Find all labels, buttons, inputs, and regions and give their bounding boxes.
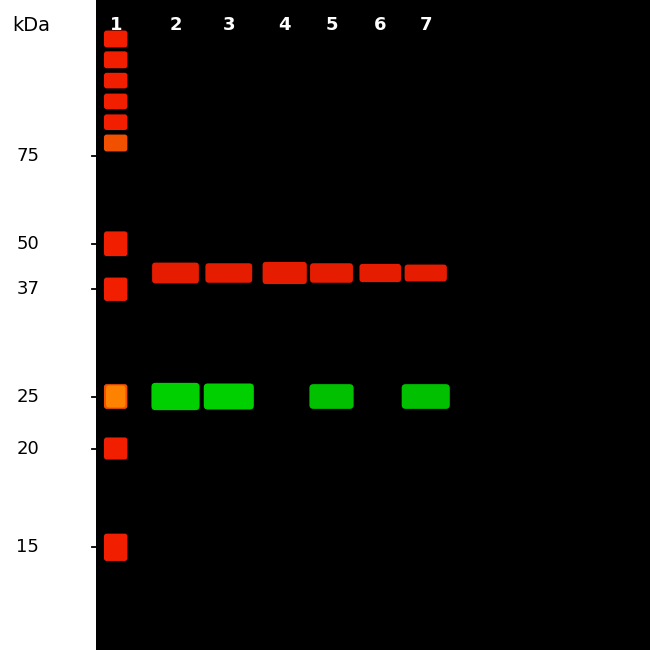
Bar: [0, 0, 96, 650]
Text: 75: 75: [16, 147, 39, 165]
FancyBboxPatch shape: [104, 73, 127, 88]
FancyBboxPatch shape: [309, 384, 354, 409]
FancyBboxPatch shape: [104, 278, 127, 301]
FancyBboxPatch shape: [404, 265, 447, 281]
FancyBboxPatch shape: [104, 231, 127, 256]
Text: 20: 20: [16, 439, 39, 458]
FancyBboxPatch shape: [402, 384, 450, 409]
FancyBboxPatch shape: [104, 114, 127, 130]
FancyBboxPatch shape: [205, 263, 252, 283]
FancyBboxPatch shape: [104, 31, 127, 47]
FancyBboxPatch shape: [359, 264, 401, 282]
Text: 5: 5: [325, 16, 338, 34]
FancyBboxPatch shape: [104, 534, 127, 561]
Text: 6: 6: [374, 16, 387, 34]
Text: 1: 1: [109, 16, 122, 34]
Text: 7: 7: [419, 16, 432, 34]
Text: 2: 2: [169, 16, 182, 34]
Text: 15: 15: [16, 538, 39, 556]
FancyBboxPatch shape: [104, 94, 127, 109]
FancyBboxPatch shape: [152, 263, 199, 283]
Text: 50: 50: [16, 235, 39, 253]
Text: 3: 3: [222, 16, 235, 34]
FancyBboxPatch shape: [104, 384, 127, 409]
FancyBboxPatch shape: [151, 383, 200, 410]
FancyBboxPatch shape: [104, 135, 127, 151]
FancyBboxPatch shape: [106, 385, 125, 408]
FancyBboxPatch shape: [204, 384, 254, 410]
Text: kDa: kDa: [12, 16, 50, 35]
FancyBboxPatch shape: [263, 262, 307, 284]
Text: 25: 25: [16, 387, 39, 406]
FancyBboxPatch shape: [104, 437, 127, 460]
FancyBboxPatch shape: [310, 263, 353, 283]
Text: 37: 37: [16, 280, 39, 298]
Text: 4: 4: [278, 16, 291, 34]
FancyBboxPatch shape: [104, 51, 127, 68]
